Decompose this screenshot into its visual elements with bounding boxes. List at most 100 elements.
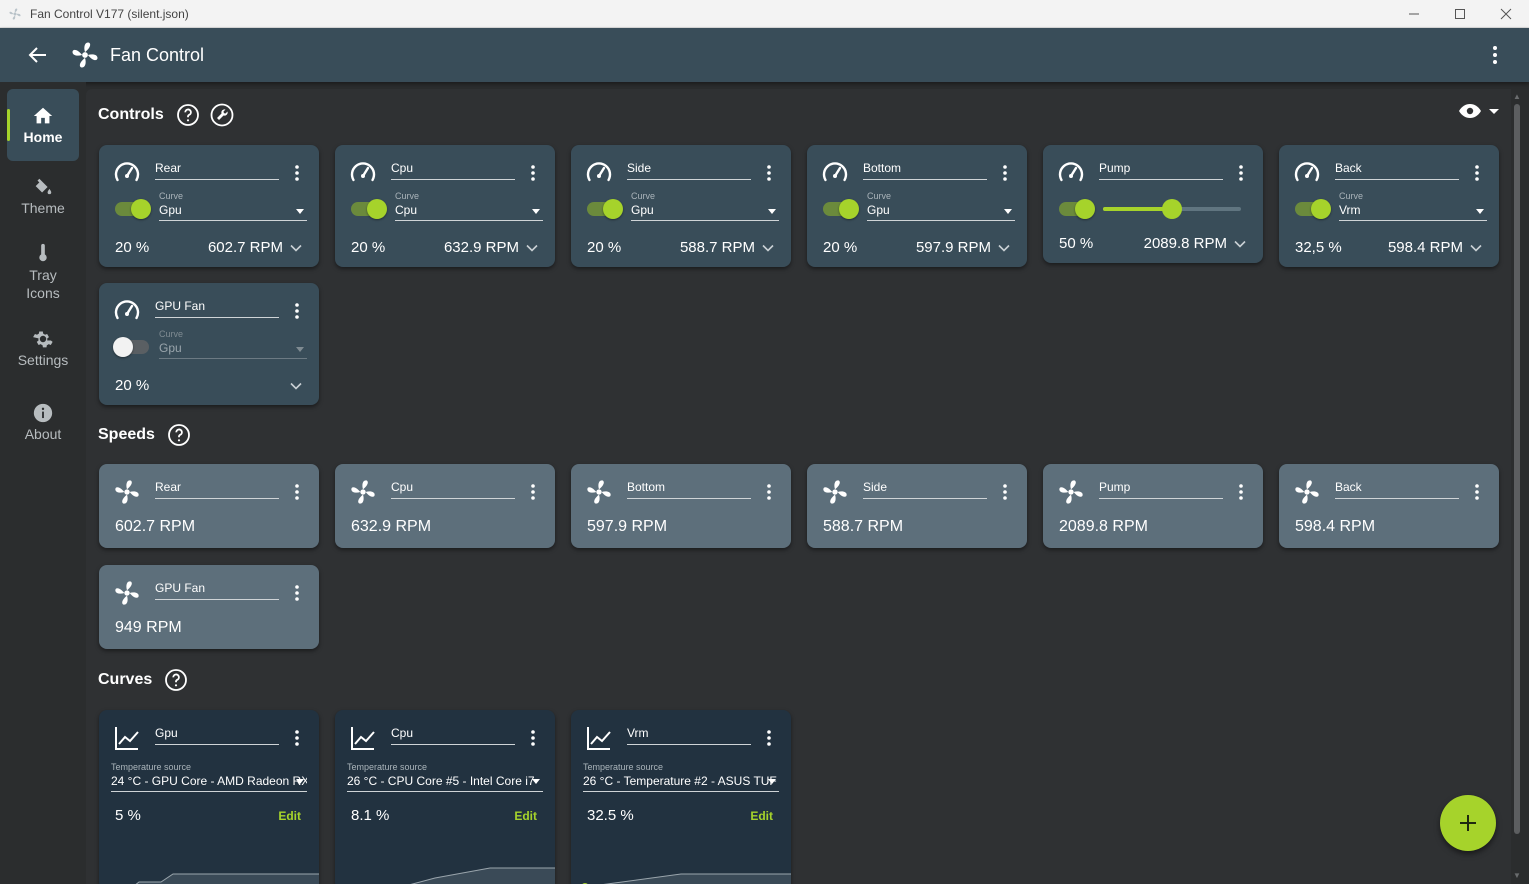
control-name[interactable]: Rear	[155, 161, 279, 180]
control-card-side[interactable]: Side Curve Gpu 20 % 588.7 RPM	[571, 145, 791, 267]
control-card-back[interactable]: Back Curve Vrm 32,5 % 598.4 RPM	[1279, 145, 1499, 267]
edit-curve-button[interactable]: Edit	[750, 809, 773, 823]
scrollbar-thumb[interactable]	[1514, 104, 1520, 834]
enable-toggle[interactable]	[113, 337, 149, 357]
sidebar-item-theme[interactable]: Theme	[7, 168, 79, 224]
kebab-icon[interactable]	[997, 163, 1013, 183]
speed-card-gpu-fan[interactable]: GPU Fan 949 RPM	[99, 565, 319, 649]
sidebar-item-about[interactable]: About	[7, 394, 79, 450]
speed-card-pump[interactable]: Pump 2089.8 RPM	[1043, 464, 1263, 548]
add-button[interactable]	[1440, 795, 1496, 851]
kebab-icon[interactable]	[289, 163, 305, 183]
control-card-cpu[interactable]: Cpu Curve Cpu 20 % 632.9 RPM	[335, 145, 555, 267]
chevron-down-icon[interactable]	[289, 241, 303, 255]
sidebar-item-home[interactable]: Home	[7, 89, 79, 161]
kebab-icon[interactable]	[761, 728, 777, 748]
kebab-icon[interactable]	[525, 482, 541, 502]
curve-name[interactable]: Gpu	[155, 726, 279, 745]
chevron-down-icon[interactable]	[997, 241, 1011, 255]
kebab-icon[interactable]	[289, 583, 305, 603]
main-scrollbar[interactable]: ▲ ▼	[1511, 89, 1523, 884]
speed-card-cpu[interactable]: Cpu 632.9 RPM	[335, 464, 555, 548]
edit-curve-button[interactable]: Edit	[278, 809, 301, 823]
kebab-icon[interactable]	[1483, 43, 1507, 67]
speed-name[interactable]: Pump	[1099, 480, 1223, 499]
speed-name[interactable]: Rear	[155, 480, 279, 499]
curve-select[interactable]: Curve Gpu	[631, 191, 779, 221]
curve-select[interactable]: Curve Vrm	[1339, 191, 1487, 221]
chevron-down-icon[interactable]	[1233, 237, 1247, 251]
sidebar-item-tray-icons[interactable]: Tray Icons	[7, 240, 79, 304]
visibility-toggle[interactable]	[1457, 99, 1503, 123]
curve-name[interactable]: Cpu	[391, 726, 515, 745]
control-card-pump[interactable]: Pump 50 % 2089.8 RPM	[1043, 145, 1263, 263]
control-name[interactable]: Side	[627, 161, 751, 180]
kebab-icon[interactable]	[1469, 482, 1485, 502]
speed-name[interactable]: Cpu	[391, 480, 515, 499]
sidebar-item-settings[interactable]: Settings	[7, 320, 79, 376]
curve-card-vrm[interactable]: Vrm Temperature source 26 °C - Temperatu…	[571, 710, 791, 884]
chevron-down-icon[interactable]	[289, 379, 303, 393]
speed-card-back[interactable]: Back 598.4 RPM	[1279, 464, 1499, 548]
curve-card-cpu[interactable]: Cpu Temperature source 26 °C - CPU Core …	[335, 710, 555, 884]
help-icon[interactable]	[164, 668, 188, 692]
kebab-icon[interactable]	[289, 728, 305, 748]
control-name[interactable]: Cpu	[391, 161, 515, 180]
temperature-source-select[interactable]: Temperature source 24 °C - GPU Core - AM…	[111, 762, 307, 792]
kebab-icon[interactable]	[525, 163, 541, 183]
curve-select[interactable]: Curve Gpu	[867, 191, 1015, 221]
control-card-gpu-fan[interactable]: GPU Fan Curve Gpu 20 %	[99, 283, 319, 405]
kebab-icon[interactable]	[761, 163, 777, 183]
control-name[interactable]: Bottom	[863, 161, 987, 180]
enable-toggle[interactable]	[587, 199, 623, 219]
curve-name[interactable]: Vrm	[627, 726, 751, 745]
chevron-down-icon[interactable]	[1469, 241, 1483, 255]
arrow-left-icon[interactable]	[26, 43, 50, 67]
speed-name[interactable]: Back	[1335, 480, 1459, 499]
temperature-source-select[interactable]: Temperature source 26 °C - Temperature #…	[583, 762, 779, 792]
close-button[interactable]	[1483, 0, 1529, 28]
kebab-icon[interactable]	[289, 482, 305, 502]
wrench-icon[interactable]	[210, 103, 234, 127]
kebab-icon[interactable]	[761, 482, 777, 502]
help-icon[interactable]	[176, 103, 200, 127]
enable-toggle[interactable]	[823, 199, 859, 219]
kebab-icon[interactable]	[1469, 163, 1485, 183]
temperature-source-select[interactable]: Temperature source 26 °C - CPU Core #5 -…	[347, 762, 543, 792]
kebab-icon[interactable]	[525, 728, 541, 748]
maximize-button[interactable]	[1437, 0, 1483, 28]
speed-card-bottom[interactable]: Bottom 597.9 RPM	[571, 464, 791, 548]
curve-card-gpu[interactable]: Gpu Temperature source 24 °C - GPU Core …	[99, 710, 319, 884]
help-icon[interactable]	[167, 423, 191, 447]
enable-toggle[interactable]	[115, 199, 151, 219]
kebab-icon[interactable]	[997, 482, 1013, 502]
enable-toggle[interactable]	[1059, 199, 1095, 219]
kebab-icon[interactable]	[1233, 482, 1249, 502]
control-name[interactable]: GPU Fan	[155, 299, 279, 318]
speed-card-rear[interactable]: Rear 602.7 RPM	[99, 464, 319, 548]
slider-handle[interactable]	[1162, 199, 1182, 219]
speeds-section-header: Speeds	[98, 423, 191, 447]
enable-toggle[interactable]	[351, 199, 387, 219]
control-card-rear[interactable]: Rear Curve Gpu 20 % 602.7 RPM	[99, 145, 319, 267]
scroll-up-icon[interactable]: ▲	[1513, 92, 1521, 101]
chevron-down-icon[interactable]	[761, 241, 775, 255]
kebab-icon[interactable]	[289, 301, 305, 321]
control-name[interactable]: Pump	[1099, 161, 1223, 180]
chevron-down-icon[interactable]	[525, 241, 539, 255]
enable-toggle[interactable]	[1295, 199, 1331, 219]
scroll-down-icon[interactable]: ▼	[1513, 871, 1521, 880]
curve-select[interactable]: Curve Cpu	[395, 191, 543, 221]
speed-name[interactable]: Side	[863, 480, 987, 499]
kebab-icon[interactable]	[1233, 163, 1249, 183]
edit-curve-button[interactable]: Edit	[514, 809, 537, 823]
control-card-bottom[interactable]: Bottom Curve Gpu 20 % 597.9 RPM	[807, 145, 1027, 267]
speed-card-side[interactable]: Side 588.7 RPM	[807, 464, 1027, 548]
minimize-button[interactable]	[1391, 0, 1437, 28]
speed-name[interactable]: Bottom	[627, 480, 751, 499]
speed-name[interactable]: GPU Fan	[155, 581, 279, 600]
control-name[interactable]: Back	[1335, 161, 1459, 180]
fan-icon	[351, 480, 375, 504]
manual-speed-slider[interactable]	[1103, 199, 1241, 219]
curve-select[interactable]: Curve Gpu	[159, 191, 307, 221]
